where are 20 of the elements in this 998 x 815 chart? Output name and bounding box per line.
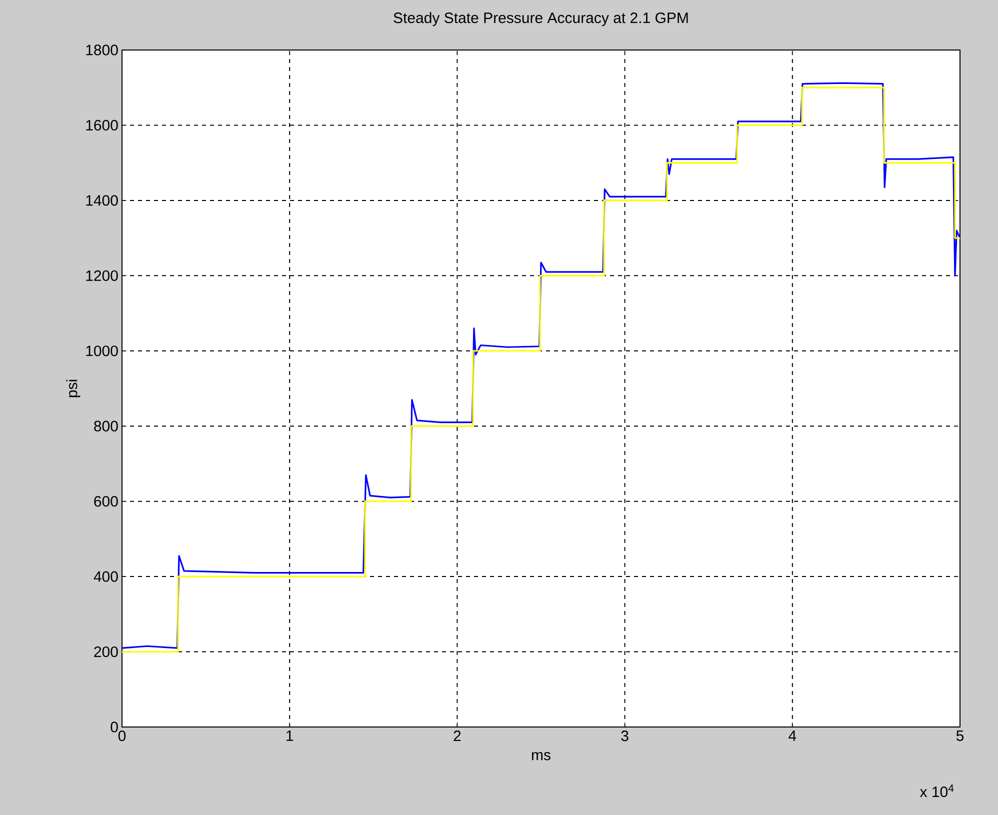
chart-title: Steady State Pressure Accuracy at 2.1 GPM [394, 12, 688, 26]
y-tick-label: 1600 [86, 120, 118, 131]
x-tick-label: 5 [956, 730, 964, 741]
x-tick-label: 2 [454, 730, 461, 742]
x-tick-label: 0 [118, 730, 126, 742]
x-tick-label: 3 [621, 730, 628, 742]
y-tick-label: 1800 [86, 44, 118, 56]
y-tick-label: 800 [94, 420, 118, 432]
x-axis-title: ms [532, 752, 550, 760]
y-tick-label: 1200 [86, 270, 118, 281]
y-tick-label: 600 [94, 496, 118, 507]
y-tick-label: 200 [94, 646, 118, 658]
y-tick-label: 400 [94, 571, 118, 582]
x-tick-label: 1 [286, 730, 294, 741]
y-tick-label: 1000 [86, 346, 118, 356]
y-tick-label: 0 [110, 722, 118, 732]
text: x 10$^{4}$ [920, 784, 954, 798]
y-tick-label: 1400 [86, 195, 118, 206]
x-tick-label: 4 [788, 730, 796, 741]
y-axis-title: psi [66, 380, 80, 398]
